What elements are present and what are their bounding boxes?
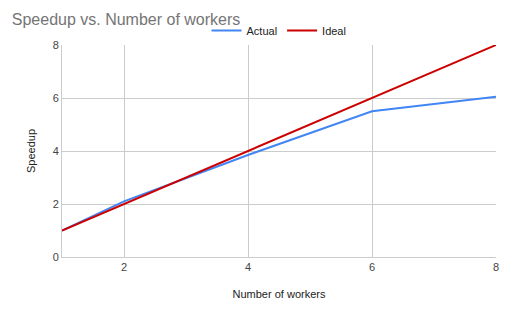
svg-text:2: 2 [53, 198, 59, 210]
svg-text:Actual: Actual [247, 25, 278, 37]
svg-text:4: 4 [53, 145, 59, 157]
svg-text:2: 2 [121, 261, 127, 273]
svg-text:8: 8 [493, 261, 499, 273]
svg-text:Number of workers: Number of workers [233, 288, 326, 300]
svg-text:0: 0 [53, 251, 59, 263]
svg-text:Speedup: Speedup [25, 129, 37, 173]
svg-text:Speedup vs. Number of workers: Speedup vs. Number of workers [12, 11, 241, 28]
svg-text:Ideal: Ideal [322, 25, 346, 37]
svg-text:4: 4 [245, 261, 251, 273]
svg-text:6: 6 [53, 92, 59, 104]
svg-text:6: 6 [369, 261, 375, 273]
svg-text:8: 8 [53, 39, 59, 51]
